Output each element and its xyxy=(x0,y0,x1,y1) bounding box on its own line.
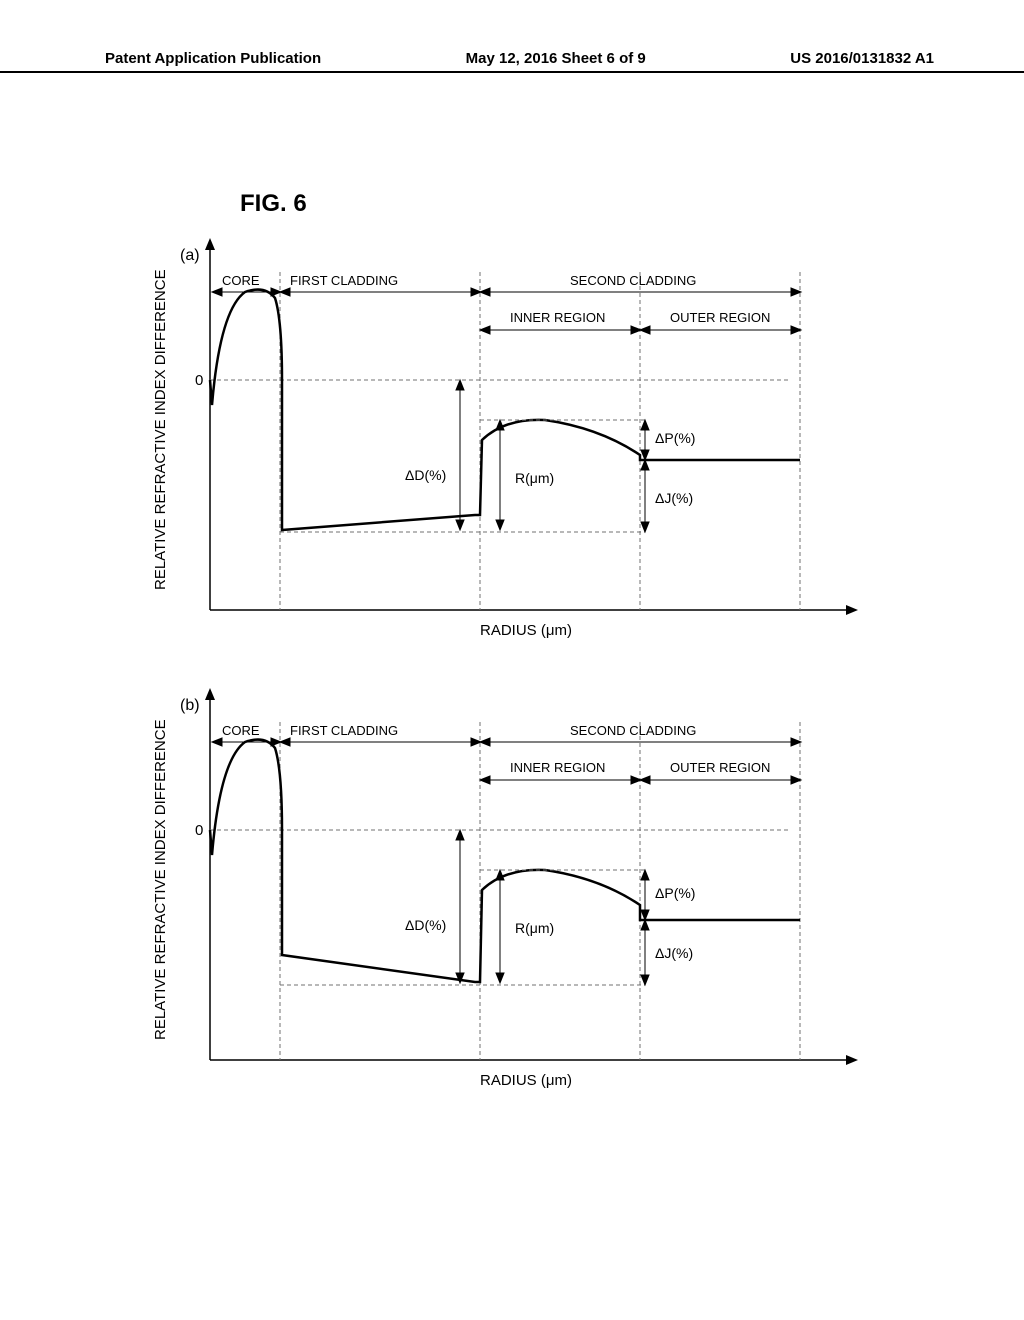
header-right: US 2016/0131832 A1 xyxy=(790,50,934,67)
svg-text:RADIUS (μm): RADIUS (μm) xyxy=(480,1072,572,1089)
figure-label: FIG. 6 xyxy=(240,190,307,218)
svg-text:FIRST CLADDING: FIRST CLADDING xyxy=(290,723,398,738)
svg-text:INNER REGION: INNER REGION xyxy=(510,760,605,775)
y-axis-label: RELATIVE REFRACTIVE INDEX DIFFERENCE xyxy=(152,269,169,590)
axes xyxy=(205,238,858,615)
first-cladding-label: FIRST CLADDING xyxy=(290,273,398,288)
zero-label: 0 xyxy=(195,372,203,389)
header-left: Patent Application Publication xyxy=(105,50,321,67)
page: Patent Application Publication May 12, 2… xyxy=(0,0,1024,1320)
r-arrow xyxy=(496,420,504,530)
svg-text:R(μm): R(μm) xyxy=(515,920,554,936)
delta-j-arrow xyxy=(641,460,649,532)
curve-b xyxy=(210,740,800,982)
delta-p-arrow xyxy=(641,420,649,460)
delta-d-arrow xyxy=(456,380,464,530)
chart-a-svg: (a) RELATIVE REFRACTIVE INDEX DIFFERENCE… xyxy=(150,230,870,650)
svg-text:OUTER REGION: OUTER REGION xyxy=(670,760,770,775)
top-brackets xyxy=(212,288,801,296)
zero-label-b: 0 xyxy=(195,822,203,839)
inner-region-label: INNER REGION xyxy=(510,310,605,325)
outer-region-label: OUTER REGION xyxy=(670,310,770,325)
sub-brackets xyxy=(480,326,801,334)
svg-text:ΔJ(%): ΔJ(%) xyxy=(655,945,693,961)
chart-b: (b) RELATIVE REFRACTIVE INDEX DIFFERENCE… xyxy=(150,680,870,1105)
svg-text:CORE: CORE xyxy=(222,723,260,738)
delta-p-label: ΔP(%) xyxy=(655,430,695,446)
delta-j-label: ΔJ(%) xyxy=(655,490,693,506)
x-axis-label: RADIUS (μm) xyxy=(480,622,572,639)
curve-a xyxy=(210,290,800,530)
core-label: CORE xyxy=(222,273,260,288)
header-center: May 12, 2016 Sheet 6 of 9 xyxy=(466,50,646,67)
svg-text:SECOND CLADDING: SECOND CLADDING xyxy=(570,723,696,738)
svg-text:ΔP(%): ΔP(%) xyxy=(655,885,695,901)
sub-label-a: (a) xyxy=(180,247,200,264)
chart-a: (a) RELATIVE REFRACTIVE INDEX DIFFERENCE… xyxy=(150,230,870,655)
svg-text:ΔD(%): ΔD(%) xyxy=(405,917,446,933)
y-axis-label-b: RELATIVE REFRACTIVE INDEX DIFFERENCE xyxy=(152,719,169,1040)
second-cladding-label: SECOND CLADDING xyxy=(570,273,696,288)
axes-b xyxy=(205,688,858,1065)
r-label: R(μm) xyxy=(515,470,554,486)
sub-label-b: (b) xyxy=(180,697,200,714)
page-header: Patent Application Publication May 12, 2… xyxy=(0,50,1024,73)
region-labels: CORE FIRST CLADDING SECOND CLADDING xyxy=(222,273,696,288)
delta-d-label: ΔD(%) xyxy=(405,467,446,483)
chart-b-svg: (b) RELATIVE REFRACTIVE INDEX DIFFERENCE… xyxy=(150,680,870,1100)
